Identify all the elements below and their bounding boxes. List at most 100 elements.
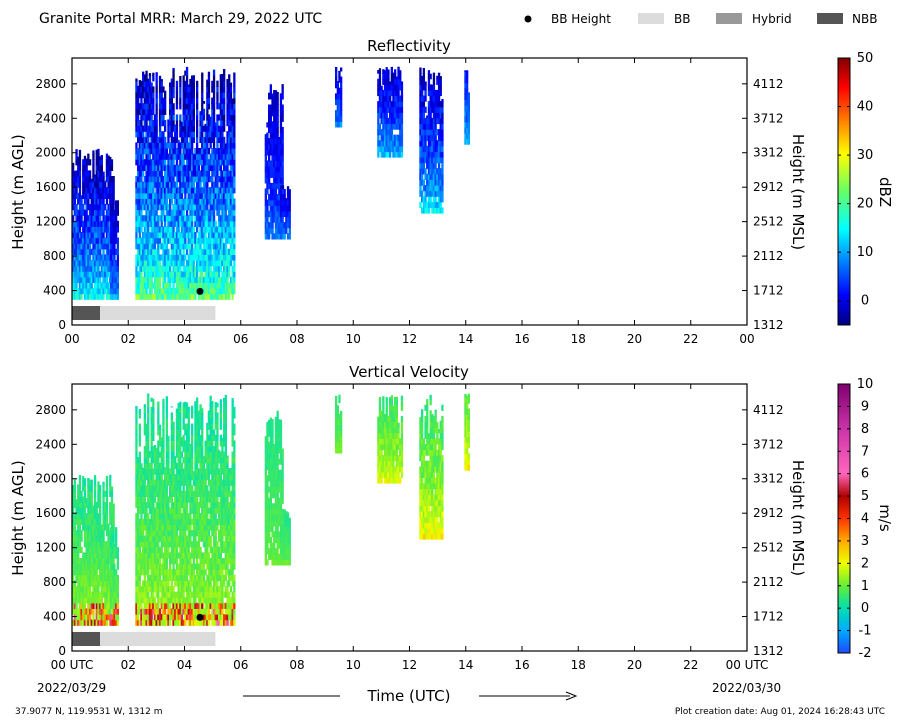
heatmap-cell — [135, 412, 138, 419]
heatmap-cell — [184, 92, 187, 99]
heatmap-cell — [279, 149, 283, 156]
heatmap-cell — [231, 131, 234, 138]
heatmap-cell — [280, 199, 283, 206]
heatmap-cell — [116, 265, 119, 272]
heatmap-cell — [83, 496, 87, 503]
heatmap-cell — [437, 112, 441, 119]
heatmap-cell — [441, 207, 444, 214]
heatmap-cell — [185, 142, 189, 149]
heatmap-cell — [226, 79, 229, 82]
heatmap-cell — [229, 164, 233, 171]
heatmap-cell — [152, 282, 155, 289]
heatmap-cell — [422, 73, 425, 80]
heatmap-cell — [153, 215, 157, 222]
heatmap-cell — [147, 78, 150, 82]
heatmap-cell — [276, 205, 279, 212]
heatmap-cell — [97, 518, 100, 525]
heatmap-cell — [143, 108, 146, 115]
heatmap-cell — [92, 209, 95, 216]
heatmap-cell — [95, 149, 98, 155]
heatmap-cell — [92, 153, 95, 160]
heatmap-cell — [112, 513, 115, 520]
heatmap-cell — [169, 164, 172, 171]
heatmap-cell — [162, 265, 165, 272]
heatmap-cell — [276, 194, 279, 201]
heatmap-cell — [184, 153, 187, 160]
heatmap-cell — [201, 159, 204, 166]
heatmap-cell — [191, 164, 194, 171]
heatmap-cell — [395, 89, 398, 97]
heatmap-cell — [87, 490, 90, 497]
heatmap-cell — [99, 243, 102, 250]
heatmap-cell — [138, 479, 141, 486]
heatmap-cell — [218, 232, 221, 239]
heatmap-cell — [110, 293, 113, 300]
heatmap-cell — [206, 288, 209, 295]
heatmap-cell — [100, 546, 103, 553]
heatmap-cell — [155, 530, 158, 537]
heatmap-cell — [387, 69, 390, 74]
heatmap-cell — [95, 198, 98, 205]
heatmap-cell — [145, 451, 148, 458]
heatmap-cell — [102, 608, 105, 615]
heatmap-cell — [226, 159, 229, 166]
heatmap-cell — [182, 136, 185, 143]
heatmap-cell — [72, 569, 75, 576]
heatmap-cell — [170, 254, 173, 261]
heatmap-cell — [194, 248, 197, 255]
heatmap-cell — [201, 232, 204, 239]
heatmap-cell — [212, 181, 216, 188]
heatmap-cell — [73, 176, 76, 183]
heatmap-cell — [214, 122, 217, 127]
heatmap-cell — [72, 265, 75, 272]
heatmap-cell — [199, 198, 202, 205]
heatmap-cell — [138, 608, 141, 615]
heatmap-cell — [228, 254, 231, 261]
heatmap-cell — [83, 155, 87, 160]
heatmap-cell — [436, 190, 439, 197]
heatmap-cell — [382, 73, 385, 80]
heatmap-cell — [390, 66, 393, 69]
heatmap-cell — [147, 131, 150, 138]
heatmap-cell — [207, 192, 211, 199]
heatmap-cell — [228, 148, 231, 155]
heatmap-cell — [421, 179, 424, 186]
heatmap-cell — [150, 86, 153, 93]
heatmap-cell — [85, 530, 88, 537]
heatmap-cell — [439, 190, 442, 197]
heatmap-cell — [439, 145, 442, 153]
heatmap-cell — [170, 243, 173, 250]
heatmap-cell — [150, 215, 153, 222]
heatmap-cell — [107, 204, 110, 211]
heatmap-cell — [276, 93, 279, 100]
heatmap-cell — [390, 73, 393, 80]
heatmap-cell — [90, 591, 93, 598]
heatmap-cell — [87, 507, 90, 514]
heatmap-cell — [93, 226, 97, 233]
heatmap-cell — [104, 220, 107, 227]
heatmap-cell — [147, 232, 150, 239]
heatmap-cell — [90, 198, 93, 205]
heatmap-cell — [196, 120, 199, 127]
heatmap-cell — [221, 170, 224, 177]
heatmap-cell — [424, 123, 427, 130]
heatmap-cell — [152, 232, 155, 239]
heatmap-cell — [196, 204, 199, 211]
heatmap-cell — [102, 502, 105, 509]
heatmap-cell — [214, 176, 217, 183]
heatmap-cell — [276, 132, 279, 139]
heatmap-cell — [216, 103, 219, 110]
heatmap-cell — [385, 89, 388, 97]
heatmap-cell — [231, 293, 234, 300]
heatmap-cell — [155, 136, 158, 143]
heatmap-cell — [142, 248, 145, 255]
heatmap-cell — [162, 254, 165, 261]
heatmap-cell — [142, 608, 145, 615]
heatmap-cell — [389, 81, 392, 85]
heatmap-cell — [164, 232, 167, 239]
heatmap-cell — [189, 293, 192, 300]
heatmap-cell — [88, 187, 92, 194]
heatmap-cell — [340, 115, 343, 122]
heatmap-cell — [174, 248, 177, 255]
heatmap-cell — [72, 254, 75, 261]
